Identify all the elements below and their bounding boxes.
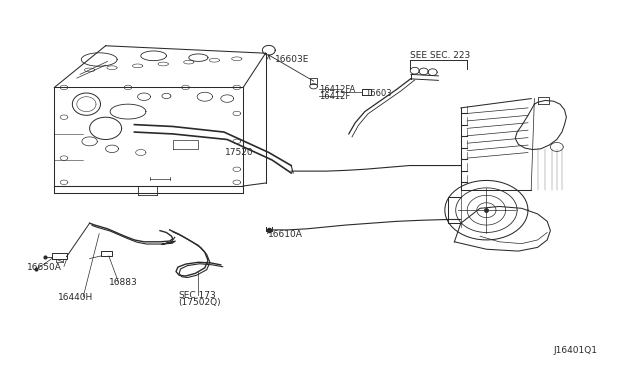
Text: SEC.173: SEC.173 xyxy=(178,291,216,300)
Text: 16650A: 16650A xyxy=(27,263,61,272)
Text: 16412FA: 16412FA xyxy=(319,85,355,94)
Text: 16883: 16883 xyxy=(109,278,138,287)
Text: 17520: 17520 xyxy=(225,148,254,157)
Text: 16412F: 16412F xyxy=(319,92,350,101)
Text: 16603E: 16603E xyxy=(275,55,310,64)
Text: SEE SEC. 223: SEE SEC. 223 xyxy=(410,51,470,60)
Text: 16440H: 16440H xyxy=(58,293,93,302)
Text: J16401Q1: J16401Q1 xyxy=(554,346,598,355)
Text: (17502Q): (17502Q) xyxy=(178,298,221,307)
Text: 16610A: 16610A xyxy=(268,230,302,239)
Text: 16603: 16603 xyxy=(365,89,392,97)
